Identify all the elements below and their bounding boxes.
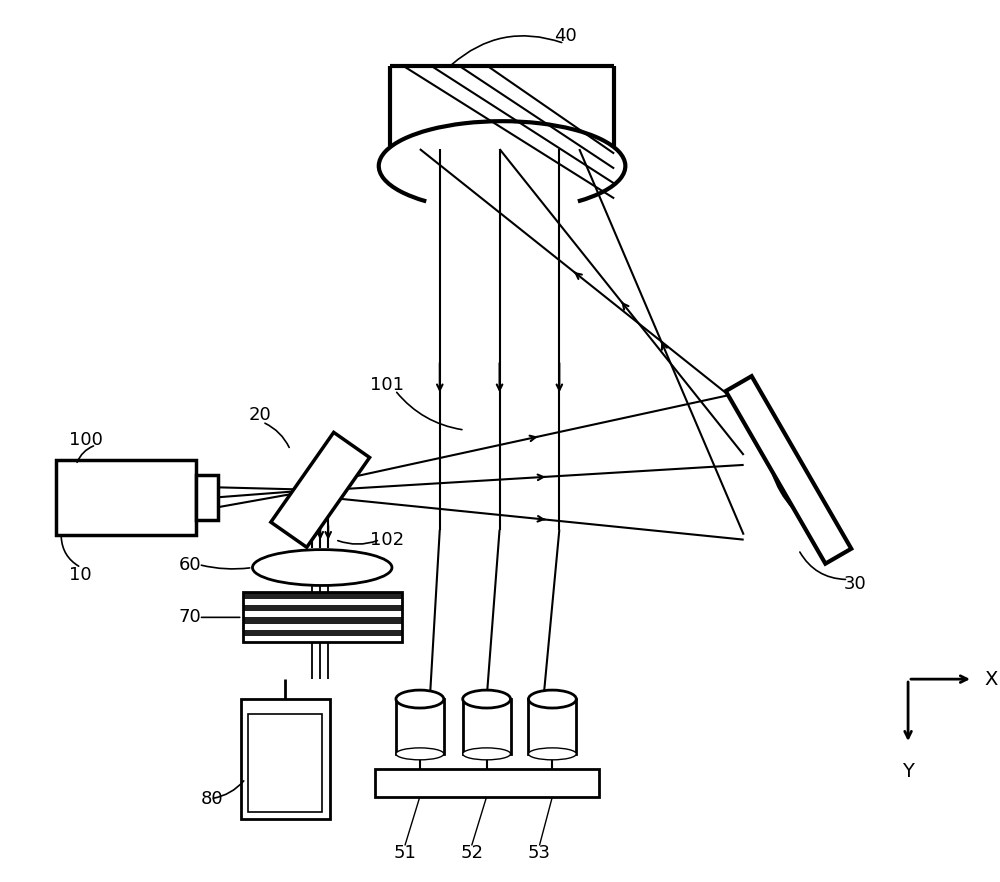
Polygon shape [726, 376, 851, 564]
Text: 80: 80 [201, 789, 223, 808]
Text: X: X [985, 669, 998, 689]
Text: 53: 53 [528, 844, 551, 863]
Bar [243, 599, 402, 605]
Bar [56, 460, 196, 534]
Text: 40: 40 [554, 27, 577, 46]
Bar [375, 769, 599, 796]
Bar [243, 617, 402, 624]
Text: 100: 100 [69, 431, 103, 449]
Bar [241, 699, 330, 818]
Bar [528, 699, 576, 754]
Ellipse shape [396, 748, 444, 759]
Text: 70: 70 [179, 609, 201, 626]
Ellipse shape [252, 549, 392, 586]
Bar [243, 624, 402, 630]
Ellipse shape [396, 690, 444, 708]
Polygon shape [271, 432, 370, 548]
Ellipse shape [463, 690, 511, 708]
Text: Y: Y [902, 762, 914, 781]
Ellipse shape [528, 748, 576, 759]
Text: 10: 10 [69, 565, 92, 584]
Bar [243, 593, 402, 642]
Text: 52: 52 [460, 844, 483, 863]
Bar [243, 611, 402, 617]
Bar [396, 699, 444, 754]
Bar [243, 593, 402, 599]
Text: 20: 20 [248, 406, 271, 424]
Bar [248, 714, 322, 811]
Bar [243, 636, 402, 642]
Ellipse shape [528, 690, 576, 708]
Text: 102: 102 [370, 531, 404, 549]
Text: 51: 51 [393, 844, 416, 863]
Bar [243, 630, 402, 636]
Bar [196, 475, 218, 519]
Text: 101: 101 [370, 377, 404, 394]
Ellipse shape [463, 748, 511, 759]
Text: 60: 60 [179, 556, 201, 573]
Bar [463, 699, 511, 754]
Text: 30: 30 [843, 575, 866, 594]
Bar [243, 605, 402, 611]
